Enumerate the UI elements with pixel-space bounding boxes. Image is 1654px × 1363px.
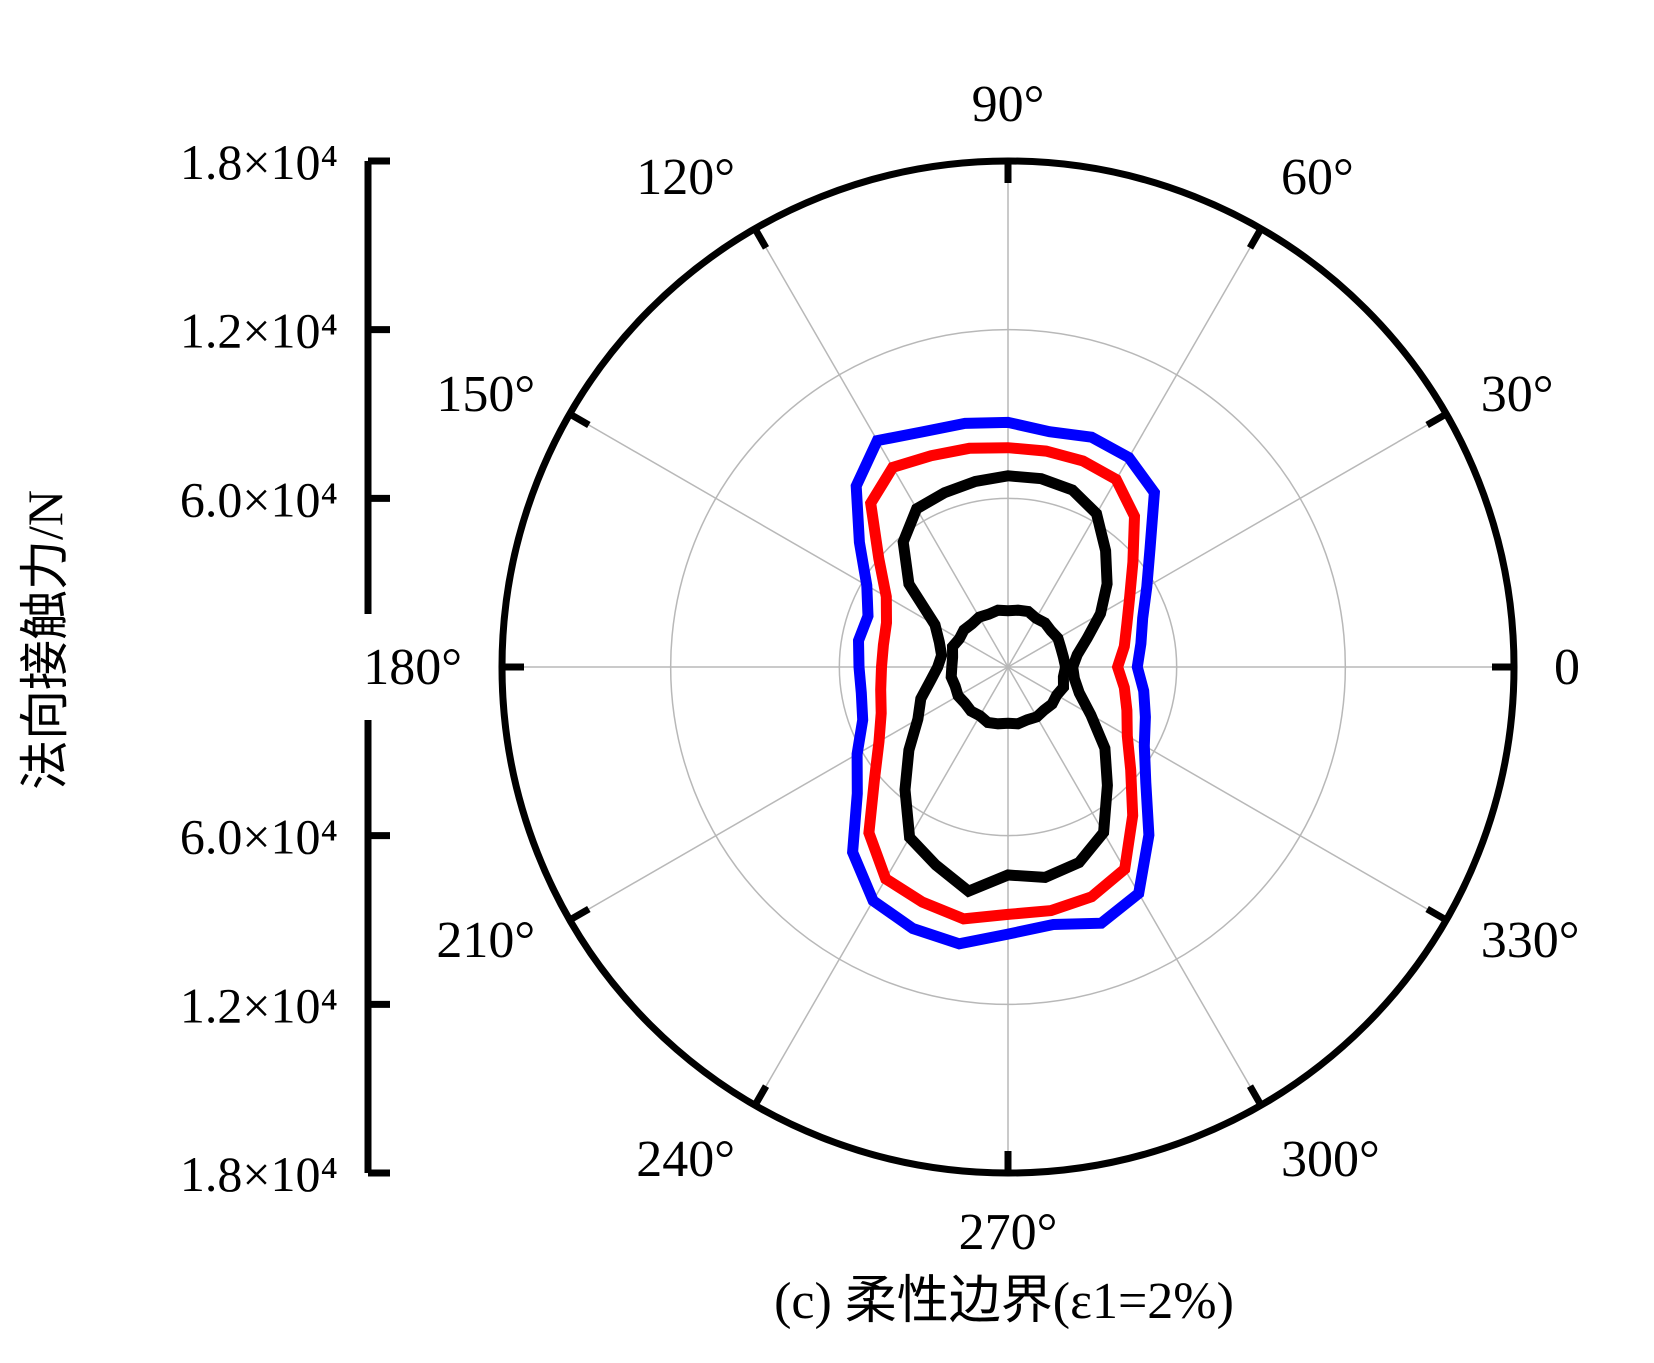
- grid-spoke-30: [1007, 413, 1447, 668]
- series-line-1: [863, 442, 1141, 925]
- angle-tick-300: [1246, 1084, 1265, 1107]
- angle-label-30: 30°: [1481, 366, 1554, 423]
- polar-grid: [502, 161, 1514, 1173]
- angle-label-270: 270°: [959, 1204, 1058, 1261]
- angle-tick-210: [568, 905, 591, 924]
- polar-frame: [498, 157, 1518, 1177]
- angle-tick-330: [1425, 905, 1448, 924]
- grid-spoke-120: [754, 228, 1009, 668]
- angle-tick-60: [1246, 227, 1265, 250]
- angle-label-300: 300°: [1281, 1131, 1380, 1188]
- angle-tick-150: [568, 410, 591, 429]
- grid-spoke-60: [1007, 228, 1262, 668]
- angle-label-90: 90°: [972, 76, 1045, 133]
- radial-axis: 1.8×10⁴ 1.2×10⁴ 6.0×10⁴ 6.0×10⁴ 1.2×10⁴ 1.8×1…: [180, 134, 390, 1202]
- angle-label-0: 0: [1554, 639, 1580, 696]
- series-line-3: [945, 604, 1072, 730]
- angle-tick-30: [1425, 410, 1448, 429]
- angle-label-180: 180°: [363, 639, 462, 696]
- angle-label-150: 150°: [436, 366, 535, 423]
- grid-spoke-210: [569, 666, 1009, 921]
- angle-label-240: 240°: [636, 1131, 735, 1188]
- radial-lower-2-label: 1.8×10⁴: [180, 1146, 338, 1202]
- angle-tick-240: [751, 1084, 770, 1107]
- radial-lower-0-label: 6.0×10⁴: [180, 809, 338, 865]
- radial-lower-1-label: 1.2×10⁴: [180, 977, 338, 1033]
- angle-label-210: 210°: [436, 912, 535, 969]
- radial-upper-1-label: 1.2×10⁴: [180, 303, 338, 359]
- series-layer: [847, 416, 1161, 950]
- series-line-2: [897, 470, 1113, 898]
- angle-tick-120: [751, 227, 770, 250]
- grid-spoke-240: [754, 666, 1009, 1106]
- angle-label-60: 60°: [1281, 149, 1354, 206]
- figure-caption: (c) 柔性边界(ε1=2%): [774, 1273, 1234, 1330]
- angle-label-330: 330°: [1481, 912, 1580, 969]
- radial-upper-2-label: 6.0×10⁴: [180, 471, 338, 527]
- angle-label-120: 120°: [636, 149, 735, 206]
- angle-labels: 0 30° 60° 90° 120° 150° 180° 210° 240° 270° 300° 33…: [363, 76, 1580, 1261]
- radial-upper-0-label: 1.8×10⁴: [180, 134, 338, 190]
- grid-spoke-330: [1007, 666, 1447, 921]
- y-axis-label: 法向接触力/N: [17, 490, 73, 790]
- series-line-0: [847, 416, 1161, 950]
